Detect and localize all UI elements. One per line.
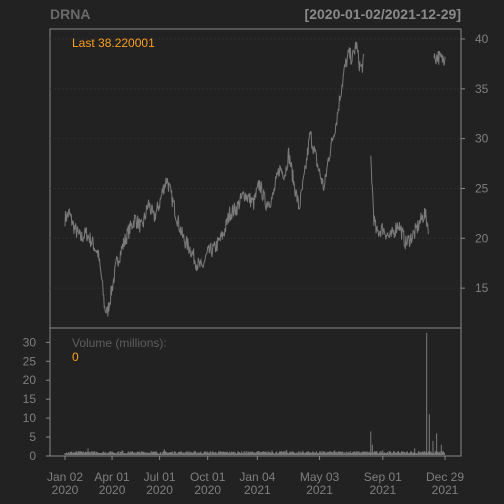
volume-panel: 0 5 10 15 20 25 30 Volume (millions): 0 bbox=[23, 327, 462, 463]
price-line bbox=[370, 155, 429, 250]
price-y-tick-label: 25 bbox=[475, 181, 489, 195]
volume-y-tick-label: 15 bbox=[23, 392, 37, 406]
price-y-tick-label: 30 bbox=[475, 132, 489, 146]
last-price-label: Last 38.220001 bbox=[72, 36, 155, 50]
volume-y-tick-label: 10 bbox=[23, 411, 37, 425]
volume-y-tick-label: 30 bbox=[23, 335, 37, 349]
price-line bbox=[433, 50, 446, 66]
price-line bbox=[64, 41, 365, 317]
price-panel: 15 20 25 30 35 40 Last 38.220001 bbox=[49, 28, 489, 329]
volume-bars bbox=[64, 332, 445, 455]
x-tick-year: 2021 bbox=[369, 483, 396, 497]
x-tick-label: May 03 bbox=[300, 470, 340, 484]
volume-y-tick-label: 25 bbox=[23, 354, 37, 368]
x-tick-year: 2020 bbox=[194, 483, 221, 497]
date-range: [2020-01-02/2021-12-29] bbox=[305, 6, 461, 22]
x-tick-label: Apr 01 bbox=[94, 470, 130, 484]
x-tick-label: Sep 01 bbox=[364, 470, 402, 484]
volume-panel-frame bbox=[49, 327, 462, 457]
volume-y-axis: 0 5 10 15 20 25 30 bbox=[23, 335, 50, 463]
x-tick-year: 2020 bbox=[52, 483, 79, 497]
price-y-tick-label: 15 bbox=[475, 281, 489, 295]
x-tick-year: 2021 bbox=[432, 483, 459, 497]
volume-y-tick-label: 0 bbox=[29, 449, 36, 463]
price-y-tick-label: 20 bbox=[475, 231, 489, 245]
x-tick-label: Jan 02 bbox=[47, 470, 83, 484]
volume-value: 0 bbox=[72, 350, 79, 364]
x-tick-year: 2021 bbox=[244, 483, 271, 497]
x-tick-label: Jul 01 bbox=[144, 470, 176, 484]
x-tick-label: Oct 01 bbox=[190, 470, 226, 484]
price-y-axis: 15 20 25 30 35 40 bbox=[461, 32, 489, 295]
price-series bbox=[64, 41, 446, 317]
x-tick-year: 2021 bbox=[306, 483, 333, 497]
volume-y-tick-label: 5 bbox=[29, 430, 36, 444]
x-tick-label: Dec 29 bbox=[426, 470, 464, 484]
chart-title: DRNA bbox=[50, 6, 90, 22]
price-grid bbox=[50, 38, 461, 289]
volume-y-tick-label: 20 bbox=[23, 373, 37, 387]
price-y-tick-label: 40 bbox=[475, 32, 489, 46]
x-tick-year: 2020 bbox=[99, 483, 126, 497]
x-tick-year: 2020 bbox=[146, 483, 173, 497]
volume-label: Volume (millions): bbox=[72, 336, 167, 350]
price-y-tick-label: 35 bbox=[475, 82, 489, 96]
price-panel-frame bbox=[49, 28, 462, 329]
x-tick-label: Jan 04 bbox=[239, 470, 275, 484]
